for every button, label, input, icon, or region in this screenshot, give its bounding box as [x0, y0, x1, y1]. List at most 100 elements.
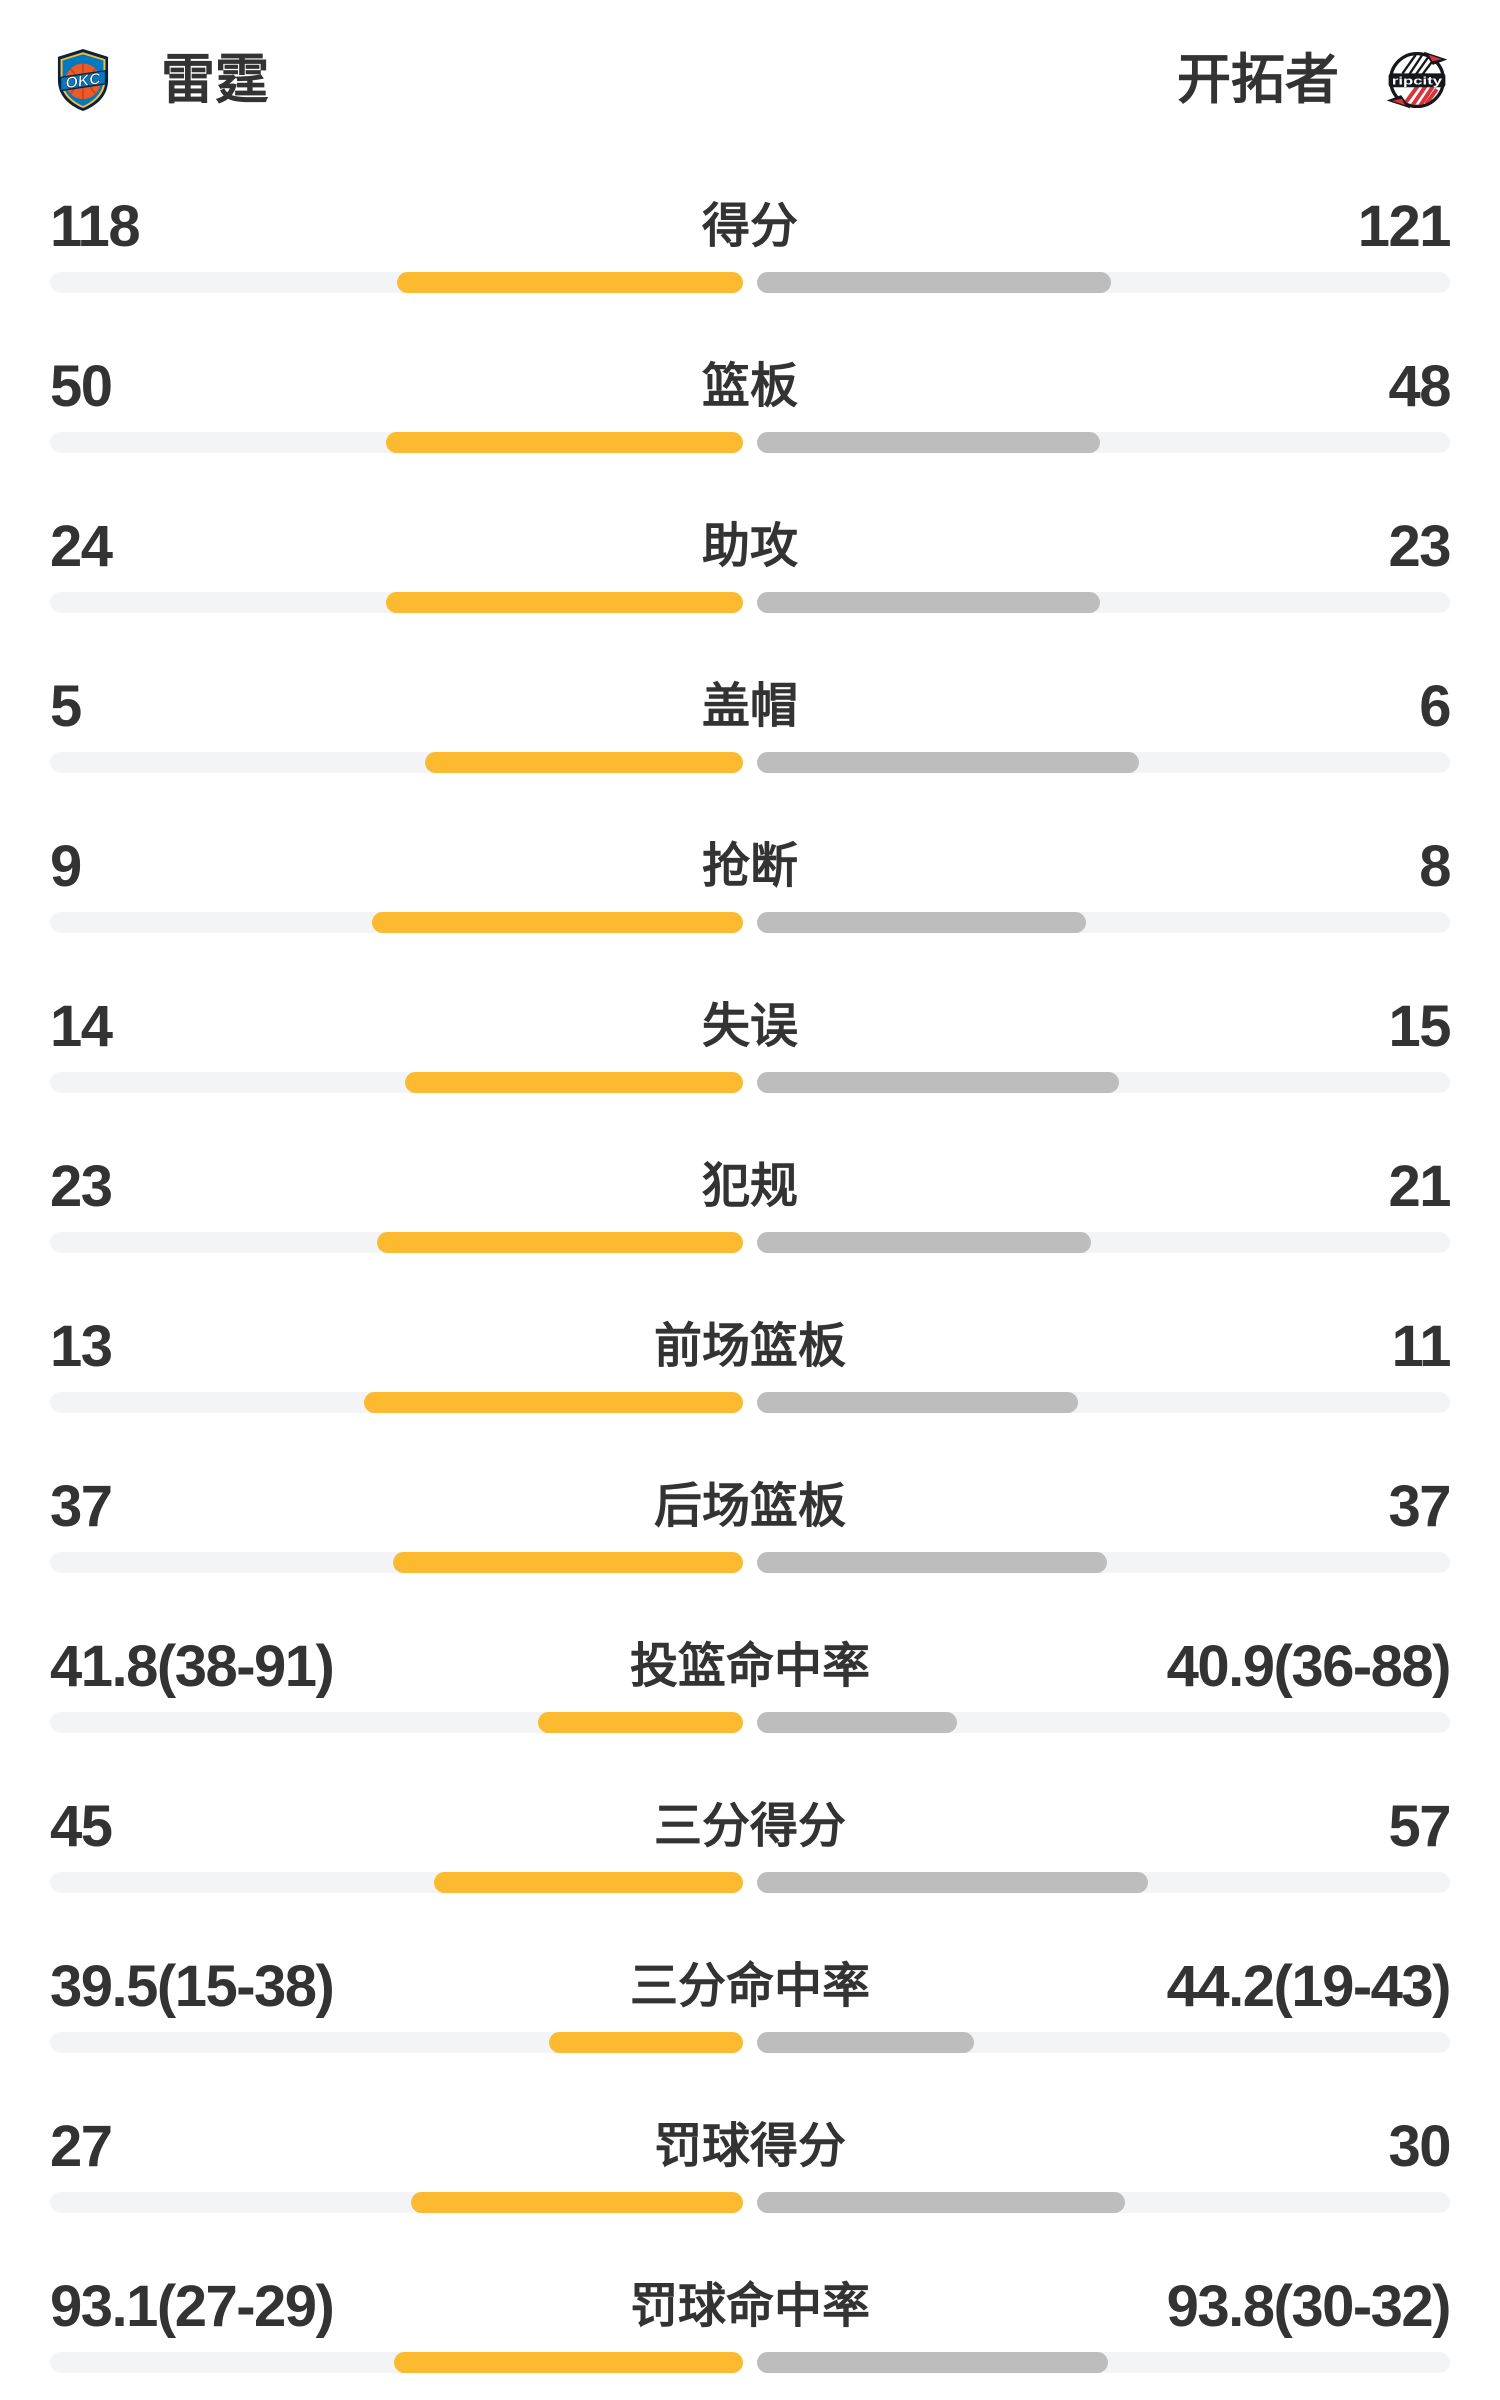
- right-bar-track: [757, 752, 1450, 773]
- stat-line: 14 失误 15: [50, 994, 1451, 1059]
- left-bar-track: [50, 2192, 743, 2213]
- right-value: 21: [1388, 1154, 1451, 1219]
- right-bar-track: [757, 1872, 1450, 1893]
- stat-label: 盖帽: [701, 680, 798, 733]
- left-value: 41.8(38-91): [50, 1634, 335, 1699]
- right-value: 11: [1391, 1314, 1452, 1379]
- left-bar: [372, 912, 743, 933]
- stat-row: 118 得分 121: [0, 150, 1500, 310]
- right-bar-track: [757, 1232, 1450, 1253]
- right-bar-track: [757, 272, 1450, 293]
- right-value: 57: [1388, 1794, 1451, 1859]
- left-bar: [538, 1712, 743, 1733]
- stat-label: 投篮命中率: [629, 1640, 870, 1693]
- left-bar: [393, 1552, 743, 1573]
- left-bar-track: [50, 1232, 743, 1253]
- stat-bar-row: [50, 1712, 1450, 1733]
- right-value: 37: [1388, 1474, 1451, 1539]
- left-bar-track: [50, 1392, 743, 1413]
- left-bar: [434, 1872, 743, 1893]
- stat-row: 5 盖帽 6: [0, 630, 1500, 790]
- right-bar-track: [757, 432, 1450, 453]
- right-bar-track: [757, 912, 1450, 933]
- left-value: 5: [50, 674, 82, 739]
- stat-row: 41.8(38-91) 投篮命中率 40.9(36-88): [0, 1590, 1500, 1750]
- right-value: 40.9(36-88): [1166, 1634, 1452, 1699]
- left-bar-track: [50, 1072, 743, 1093]
- okc-thunder-logo: OKC: [57, 48, 109, 112]
- right-value: 15: [1388, 994, 1451, 1059]
- stat-line: 9 抢断 8: [50, 834, 1451, 899]
- stat-row: 50 篮板 48: [0, 310, 1500, 470]
- right-bar: [757, 752, 1139, 773]
- left-bar-track: [50, 1552, 743, 1573]
- stat-bar-row: [50, 2352, 1450, 2373]
- stat-bar-row: [50, 1552, 1450, 1573]
- stat-label: 后场篮板: [653, 1480, 846, 1533]
- right-team-header[interactable]: 开拓者: [1177, 47, 1450, 113]
- right-bar: [757, 2192, 1126, 2213]
- stat-row: 93.1(27-29) 罚球命中率 93.8(30-32): [0, 2230, 1500, 2390]
- left-value: 45: [50, 1794, 113, 1859]
- right-value: 48: [1388, 354, 1451, 419]
- right-bar: [757, 912, 1087, 933]
- right-bar-track: [757, 2352, 1450, 2373]
- stat-bar-row: [50, 1392, 1450, 1413]
- left-bar-track: [50, 2032, 743, 2053]
- left-value: 39.5(15-38): [50, 1954, 335, 2019]
- stat-line: 24 助攻 23: [50, 514, 1451, 579]
- right-bar: [757, 1712, 958, 1733]
- stat-line: 50 篮板 48: [50, 354, 1451, 419]
- stat-line: 37 后场篮板 37: [50, 1474, 1451, 1539]
- stat-label: 前场篮板: [653, 1320, 846, 1373]
- stat-line: 45 三分得分 57: [50, 1794, 1451, 1859]
- left-bar: [424, 752, 743, 773]
- stat-line: 23 犯规 21: [50, 1154, 1451, 1219]
- right-bar-track: [757, 1552, 1450, 1573]
- stat-label: 犯规: [701, 1160, 798, 1213]
- right-bar: [757, 1232, 1092, 1253]
- stat-row: 24 助攻 23: [0, 470, 1500, 630]
- stat-label: 得分: [701, 200, 798, 253]
- stat-line: 39.5(15-38) 三分命中率 44.2(19-43): [50, 1954, 1452, 2019]
- left-value: 50: [50, 354, 113, 419]
- left-value: 27: [50, 2114, 113, 2179]
- left-bar: [397, 272, 743, 293]
- left-team-header[interactable]: OKC 雷霆: [50, 47, 269, 113]
- left-value: 37: [50, 1474, 113, 1539]
- right-bar-track: [757, 592, 1450, 613]
- right-bar: [757, 1872, 1149, 1893]
- stat-row: 37 后场篮板 37: [0, 1430, 1500, 1590]
- left-bar-track: [50, 1872, 743, 1893]
- stat-label: 抢断: [701, 840, 798, 893]
- left-value: 24: [50, 514, 113, 579]
- left-bar: [363, 1392, 743, 1413]
- left-value: 13: [50, 1314, 113, 1379]
- left-bar-track: [50, 2352, 743, 2373]
- left-bar: [394, 2352, 743, 2373]
- right-bar: [757, 2352, 1109, 2373]
- right-bar: [757, 2032, 974, 2053]
- right-value: 8: [1419, 834, 1451, 899]
- stat-bar-row: [50, 912, 1450, 933]
- stat-label: 助攻: [701, 520, 798, 573]
- stat-bar-row: [50, 2032, 1450, 2053]
- left-value: 23: [50, 1154, 113, 1219]
- left-bar: [377, 1232, 743, 1253]
- stat-line: 5 盖帽 6: [50, 674, 1451, 739]
- right-value: 30: [1388, 2114, 1451, 2179]
- stat-bar-row: [50, 2192, 1450, 2213]
- right-bar-track: [757, 1072, 1450, 1093]
- right-bar-track: [757, 1392, 1450, 1413]
- stat-bar-row: [50, 592, 1450, 613]
- stat-bar-row: [50, 1072, 1450, 1093]
- right-bar: [757, 1072, 1120, 1093]
- stat-row: 13 前场篮板 11: [0, 1270, 1500, 1430]
- left-value: 9: [50, 834, 82, 899]
- left-value: 14: [50, 994, 113, 1059]
- scoreboard-header: OKC 雷霆 开拓者: [0, 0, 1500, 150]
- stat-bar-row: [50, 1232, 1450, 1253]
- left-bar-track: [50, 1712, 743, 1733]
- stat-row: 14 失误 15: [0, 950, 1500, 1110]
- left-value: 118: [50, 194, 141, 259]
